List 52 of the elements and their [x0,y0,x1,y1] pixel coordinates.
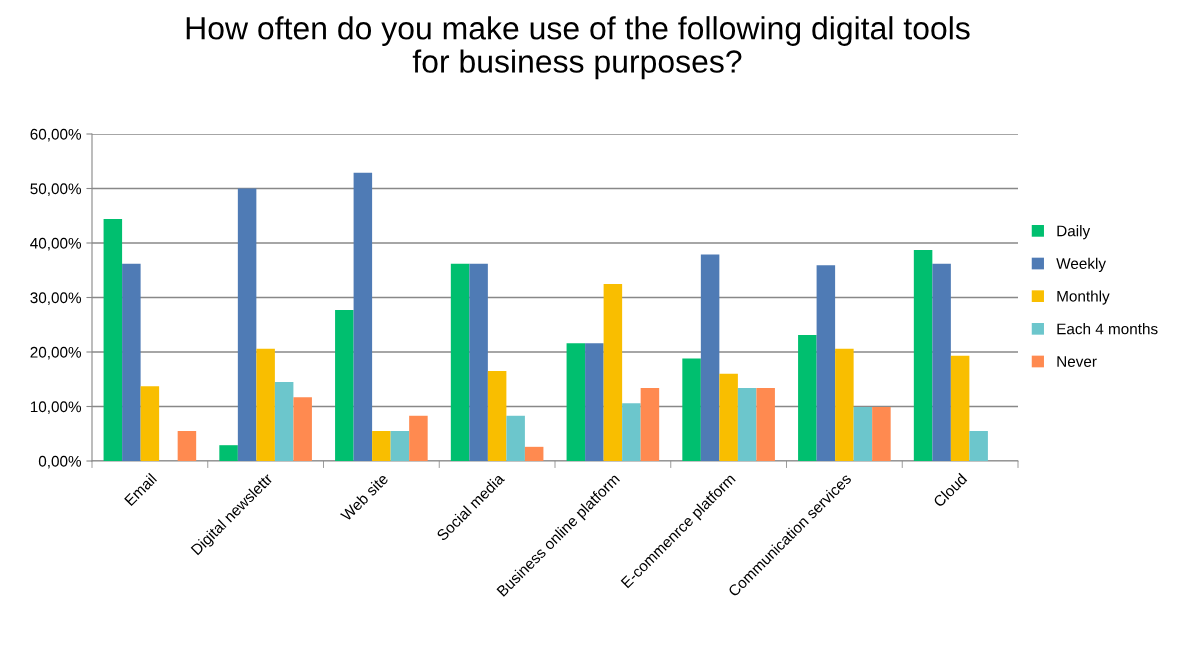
bar [450,263,470,461]
y-tick-label: 50,00% [30,183,82,196]
bar [682,358,701,461]
bar [353,172,373,461]
bar [913,250,933,461]
bar [798,335,817,461]
bar [219,445,238,461]
bar [409,415,428,461]
bar [335,310,354,461]
bar [566,343,586,461]
bar [487,371,507,461]
bar [603,283,623,461]
bar [640,387,660,461]
bar [122,263,141,461]
legend-label: Monthly [1057,290,1110,305]
bar [274,381,294,461]
bar [237,188,257,461]
legend-label: Daily [1057,225,1091,240]
y-tick-label: 10,00% [30,401,82,414]
bar [719,373,738,461]
bar [737,387,757,461]
y-tick-label: 40,00% [30,237,82,251]
bar [700,254,720,461]
bar [390,431,410,461]
legend-label: Each 4 months [1057,323,1158,335]
bar [293,397,312,461]
legend-label: Weekly [1056,257,1106,273]
bar [103,219,123,461]
bar [969,431,988,461]
bar [585,343,604,461]
x-tick-label: Web site [339,472,389,522]
bar [140,386,160,461]
bar [853,407,873,461]
bar [932,263,951,461]
bar [524,446,544,461]
y-tick-label: 0,00% [38,455,82,469]
bar [256,348,275,461]
y-tick-label: 30,00% [30,292,82,305]
bar [816,265,836,461]
bar [372,431,391,461]
bar [622,403,641,461]
legend-label: Never [1057,356,1097,367]
bar [872,407,891,461]
y-tick-label: 60,00% [30,128,82,142]
bar [950,355,970,461]
bar [177,431,197,461]
chart-title: How often do you make use of the following digital tools for business purposes? [186,16,970,80]
bar [835,348,854,461]
bar [469,263,488,461]
bar [506,415,525,461]
bar [756,387,775,461]
y-tick-label: 20,00% [30,346,82,360]
